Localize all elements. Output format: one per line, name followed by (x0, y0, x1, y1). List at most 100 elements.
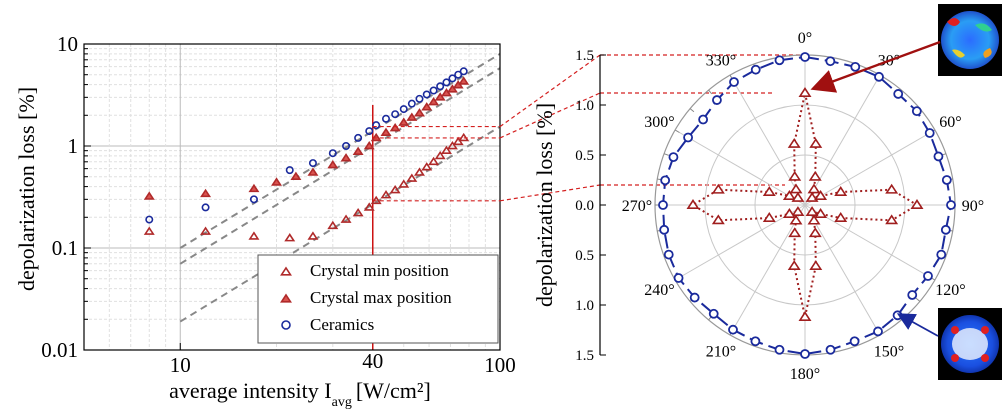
ceramics-point (285, 166, 294, 175)
crystal-polar-point (814, 190, 828, 200)
crystal-min-point (307, 231, 319, 240)
ceramics-polar-point (663, 249, 674, 260)
angle-label: 150° (874, 343, 904, 360)
ceramics-point (391, 110, 400, 119)
crystal-polar-point (885, 214, 899, 225)
beam-profile-bottom (938, 308, 1002, 380)
crystal-max-point (458, 76, 470, 85)
crystal-polar-point (762, 186, 776, 196)
angle-label: 60° (939, 114, 961, 131)
x-label-sub: avg (332, 395, 352, 410)
ceramics-point (365, 127, 374, 136)
ceramics-polar-point (668, 152, 679, 163)
r-tick-label: 1.5 (575, 348, 594, 364)
crystal-polar-point (782, 190, 796, 200)
angle-label: 90° (962, 198, 984, 215)
ceramics-point (372, 121, 381, 130)
crystal-max-point (398, 117, 410, 126)
polar-tick (708, 89, 713, 95)
y-tick-label: 10 (57, 32, 78, 56)
legend-marker-ceramics (281, 320, 291, 330)
crystal-polar-point (885, 183, 899, 194)
crystal-max-point (248, 183, 260, 193)
beam-profile-top (938, 4, 1002, 76)
ceramics-polar-point (936, 249, 947, 260)
crystal-min-point (406, 173, 418, 182)
crystal-max-point (327, 160, 339, 169)
crystal-polar-point (762, 212, 776, 222)
log-plot-points (143, 67, 470, 242)
crystal-polar-point (798, 311, 812, 321)
arrow-to-ceramics (896, 313, 939, 337)
polar-spoke (729, 204, 806, 336)
fit-lines (179, 53, 501, 323)
crystal-min-point (398, 179, 410, 188)
crystal-max-point (389, 122, 401, 132)
crystal-curve (691, 92, 919, 318)
crystal-polar-point (791, 206, 805, 217)
crystal-polar-point (809, 260, 823, 271)
log-plot-x-label: average intensity Iavg [W/cm²] (169, 378, 431, 410)
angle-label: 240° (644, 282, 674, 299)
crystal-max-point (290, 171, 302, 181)
polar-spoke (804, 129, 936, 206)
polar-tick (689, 108, 695, 113)
ceramics-point (328, 149, 337, 158)
ceramics-point (442, 78, 451, 87)
crystal-max-point (380, 127, 392, 137)
crystal-polar-point (789, 214, 803, 225)
crystal-polar-point (686, 199, 700, 209)
crystal-max-point (428, 96, 440, 106)
connector-segment (499, 92, 601, 139)
legend: Crystal min position Crystal max position… (257, 254, 499, 344)
ceramics-point (399, 105, 408, 114)
ceramics-polar-point (698, 114, 709, 125)
crystal-polar-point (789, 183, 803, 194)
fit-line (179, 125, 501, 323)
polar-tick (663, 153, 669, 156)
crystal-max-point (200, 188, 212, 198)
crystal-polar-point (807, 214, 821, 225)
crystal-min-point (352, 208, 364, 217)
ceramics-point (415, 94, 424, 103)
y-tick-label: 1 (68, 134, 79, 158)
log-plot-y-label: depolarization loss [%] (14, 87, 39, 291)
crystal-polar-point (834, 186, 848, 196)
crystal-polar-point (782, 208, 796, 218)
crystal-max-point (307, 167, 319, 176)
ceramics-polar-point (729, 77, 739, 87)
crystal-polar-point (808, 170, 822, 181)
crystal-max-point (340, 153, 352, 162)
ceramics-polar-point (750, 336, 761, 347)
ceramics-polar-point (800, 349, 810, 359)
ceramics-polar-point (874, 71, 884, 82)
ceramics-point (407, 99, 416, 108)
ceramics-polar-point (689, 292, 700, 303)
angle-label: 330° (706, 53, 736, 70)
polar-spoke (674, 129, 806, 206)
ceramics-point (342, 142, 351, 151)
crystal-polar-point (788, 227, 802, 238)
crystal-max-point (271, 177, 282, 186)
polar-tick (674, 129, 680, 133)
crystal-polar-point (791, 191, 805, 202)
ceramics-point (422, 90, 431, 99)
angle-label: 180° (790, 366, 820, 383)
ceramics-polar-point (941, 175, 952, 185)
ceramics-point (354, 133, 363, 142)
ceramics-polar-point (946, 200, 956, 210)
crystal-polar-point (805, 206, 819, 217)
ceramics-polar-point (658, 200, 668, 210)
crystal-min-point (200, 226, 212, 235)
y-tick-label: 0.01 (41, 338, 78, 362)
crystal-polar-point (910, 199, 924, 209)
r-tick-label: 0.0 (575, 198, 594, 214)
ceramics-polar-point (659, 224, 670, 235)
crystal-polar-point (814, 208, 828, 218)
crystal-max-point (414, 108, 425, 117)
crystal-min-point (248, 231, 260, 240)
crystal-max-point (363, 140, 375, 150)
ceramics-point (429, 86, 438, 95)
intensity-marker-label: 40 (362, 349, 383, 373)
beam-profiles (810, 4, 1002, 380)
